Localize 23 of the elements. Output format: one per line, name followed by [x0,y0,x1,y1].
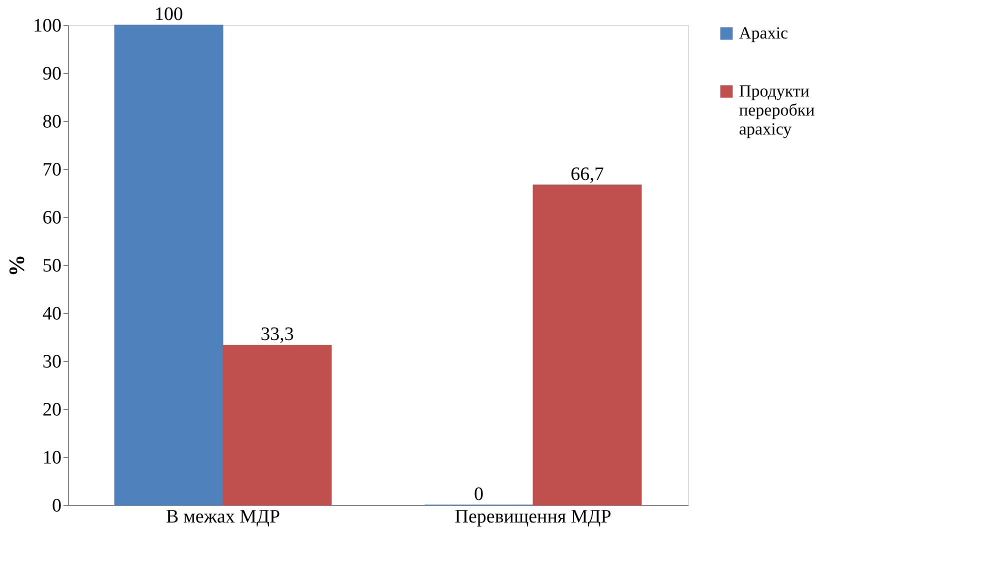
x-tick-label: В межах МДР [166,506,280,528]
y-axis-title: % [4,254,29,276]
data-label: 100 [154,4,183,25]
y-tick-label: 40 [42,304,62,324]
y-tick-label: 30 [42,352,62,372]
y-tick-label: 70 [42,160,62,180]
y-tick-label: 100 [33,16,62,36]
x-tick-label: Перевищення МДР [454,506,612,528]
y-tick-label: 0 [52,496,62,516]
y-tick-label: 10 [42,448,62,468]
y-tick-label: 60 [42,208,62,228]
y-tick-label: 20 [42,400,62,420]
data-label: 66,7 [570,164,604,185]
y-tick-label: 90 [42,64,62,84]
bar [532,184,642,506]
bar [114,24,224,506]
data-label: 0 [474,484,484,505]
y-tick-label: 80 [42,112,62,132]
data-label: 33,3 [260,324,294,346]
y-tick-label: 50 [42,256,62,276]
bar [222,344,332,506]
legend-label: Продукти переробки арахісу [739,82,815,138]
legend-label: Арахіс [739,24,789,42]
